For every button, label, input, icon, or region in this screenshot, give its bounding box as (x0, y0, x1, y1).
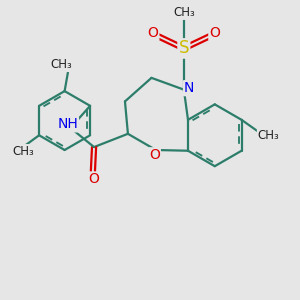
Text: CH₃: CH₃ (13, 145, 34, 158)
Text: CH₃: CH₃ (173, 6, 195, 19)
Text: N: N (184, 81, 194, 95)
Text: O: O (209, 26, 220, 40)
Text: O: O (148, 26, 158, 40)
Text: CH₃: CH₃ (51, 58, 73, 71)
Text: O: O (149, 148, 160, 162)
Text: S: S (178, 39, 189, 57)
Text: O: O (88, 172, 100, 186)
Text: CH₃: CH₃ (258, 129, 280, 142)
Text: NH: NH (57, 117, 78, 131)
